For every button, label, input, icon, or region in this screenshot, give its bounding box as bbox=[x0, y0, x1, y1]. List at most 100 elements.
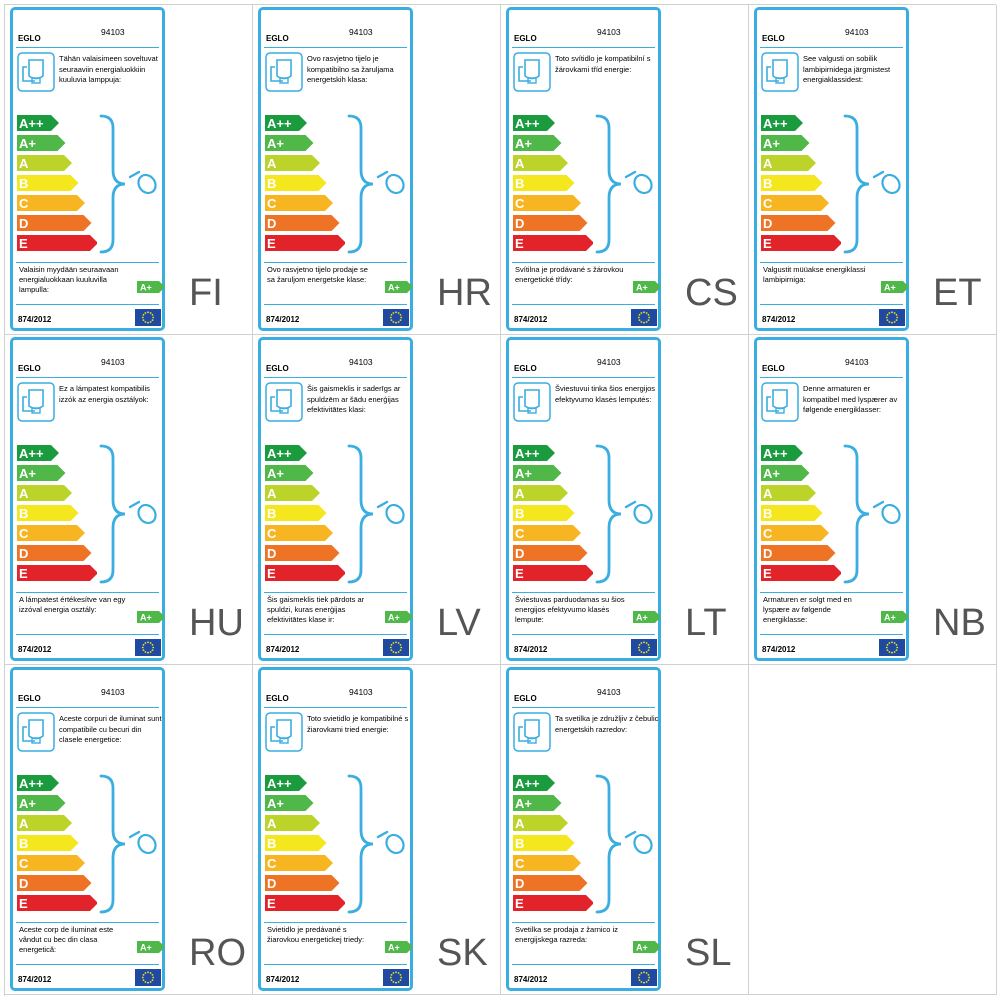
energy-class-letter: A+ bbox=[515, 466, 532, 481]
included-lamp-class: A+ bbox=[137, 281, 165, 293]
bracket-with-bulb bbox=[99, 774, 157, 914]
energy-class-bar: D bbox=[513, 545, 588, 561]
energy-class-bar: A bbox=[17, 155, 72, 171]
included-lamp-class: A+ bbox=[385, 611, 413, 623]
energy-class-bar: D bbox=[761, 545, 836, 561]
eu-flag-icon bbox=[135, 639, 161, 656]
regulation-number: 874/2012 bbox=[762, 315, 796, 324]
eu-flag-icon bbox=[383, 309, 409, 326]
energy-class-letter: C bbox=[763, 196, 773, 211]
included-lamp-class: A+ bbox=[633, 941, 661, 953]
divider bbox=[512, 964, 655, 965]
eu-flag-icon bbox=[135, 309, 161, 326]
energy-class-letter: C bbox=[763, 526, 773, 541]
model-number: 94103 bbox=[349, 687, 373, 697]
divider bbox=[16, 377, 159, 378]
energy-class-bar: B bbox=[17, 175, 79, 191]
label-cell: EGLO 94103 Aceste corpuri de iluminat su… bbox=[5, 665, 253, 995]
regulation-number: 874/2012 bbox=[514, 315, 548, 324]
energy-class-letter: E bbox=[267, 896, 276, 911]
included-lamp-class-text: A+ bbox=[636, 943, 648, 953]
energy-class-letter: B bbox=[267, 836, 276, 851]
energy-class-bar: C bbox=[761, 195, 829, 211]
energy-class-bar: D bbox=[513, 215, 588, 231]
sold-with-text: Svietidlo je predávané s žiarovkou energ… bbox=[267, 925, 365, 944]
energy-label: EGLO 94103 Aceste corpuri de iluminat su… bbox=[10, 667, 165, 991]
divider bbox=[512, 377, 655, 378]
energy-class-bar: B bbox=[265, 175, 327, 191]
compatibility-text: Šis gaismeklis ir saderīgs ar spuldzēm a… bbox=[307, 384, 401, 414]
included-lamp-class-text: A+ bbox=[636, 283, 648, 293]
energy-class-bar: A bbox=[513, 815, 568, 831]
energy-class-letter: A+ bbox=[267, 466, 284, 481]
energy-class-bar: A+ bbox=[265, 135, 314, 151]
energy-class-bar: A+ bbox=[513, 135, 562, 151]
energy-class-letter: B bbox=[515, 176, 524, 191]
energy-class-bar: E bbox=[513, 565, 593, 581]
energy-class-letter: A bbox=[267, 156, 277, 171]
energy-class-letter: A bbox=[267, 486, 277, 501]
energy-class-letter: C bbox=[19, 196, 29, 211]
label-cell: EGLO 94103 Ta svetilka je združljiv z če… bbox=[501, 665, 749, 995]
divider bbox=[512, 634, 655, 635]
lamp-icon bbox=[761, 382, 799, 422]
energy-class-bar: C bbox=[513, 525, 581, 541]
brand-name: EGLO bbox=[762, 364, 785, 373]
sold-with-text: Valgustit müüakse energiklassi lambipirn… bbox=[763, 265, 866, 284]
energy-class-letter: A bbox=[515, 816, 525, 831]
divider bbox=[16, 707, 159, 708]
lamp-icon bbox=[265, 382, 303, 422]
energy-label: EGLO 94103 Ta svetilka je združljiv z če… bbox=[506, 667, 661, 991]
energy-class-bar: B bbox=[513, 505, 575, 521]
model-number: 94103 bbox=[597, 27, 621, 37]
energy-class-bar: A+ bbox=[17, 465, 66, 481]
language-code: FI bbox=[189, 272, 223, 314]
lamp-icon bbox=[17, 382, 55, 422]
empty-cell bbox=[749, 665, 997, 995]
energy-class-letter: A bbox=[515, 486, 525, 501]
included-lamp-class: A+ bbox=[881, 281, 909, 293]
energy-class-letter: A+ bbox=[267, 136, 284, 151]
energy-label: EGLO 94103 Denne armaturen er kompatibel… bbox=[754, 337, 909, 661]
label-cell: EGLO 94103 See valgusti on sobilik lambi… bbox=[749, 5, 997, 335]
eu-flag-icon bbox=[631, 309, 657, 326]
energy-class-letter: A bbox=[19, 486, 29, 501]
energy-class-letter: A+ bbox=[19, 136, 36, 151]
bracket-with-bulb bbox=[99, 444, 157, 584]
brand-name: EGLO bbox=[18, 364, 41, 373]
energy-class-letter: A++ bbox=[515, 776, 540, 791]
energy-class-letter: A++ bbox=[19, 776, 44, 791]
divider bbox=[760, 592, 903, 593]
energy-label: EGLO 94103 Ez a lámpatest kompatibilis i… bbox=[10, 337, 165, 661]
energy-class-bar: D bbox=[761, 215, 836, 231]
energy-class-letter: D bbox=[267, 546, 276, 561]
sold-with-text: A lámpatest értékesítve van egy izzóval … bbox=[19, 595, 126, 614]
label-cell: EGLO 94103 Ez a lámpatest kompatibilis i… bbox=[5, 335, 253, 665]
divider bbox=[760, 634, 903, 635]
compatibility-text: Ta svetilka je združljiv z čebulic energ… bbox=[555, 714, 659, 734]
included-lamp-class: A+ bbox=[137, 611, 165, 623]
sold-with-text: Svetilka se prodaja z žarnico iz energij… bbox=[515, 925, 618, 944]
compatibility-text: Tähän valaisimeen soveltuvat seuraaviin … bbox=[59, 54, 158, 84]
energy-class-letter: C bbox=[267, 196, 277, 211]
energy-class-bar: E bbox=[513, 895, 593, 911]
included-lamp-class: A+ bbox=[881, 611, 909, 623]
bulb-icon bbox=[128, 170, 157, 195]
energy-class-bar: A+ bbox=[513, 465, 562, 481]
energy-class-bar: D bbox=[17, 875, 92, 891]
bulb-icon bbox=[376, 170, 405, 195]
energy-class-letter: C bbox=[515, 196, 525, 211]
regulation-number: 874/2012 bbox=[18, 975, 52, 984]
bracket-with-bulb bbox=[347, 114, 405, 254]
energy-class-letter: E bbox=[515, 896, 524, 911]
energy-class-letter: E bbox=[763, 236, 772, 251]
energy-class-bar: A bbox=[265, 485, 320, 501]
energy-class-letter: D bbox=[515, 546, 524, 561]
included-lamp-class: A+ bbox=[385, 281, 413, 293]
energy-class-bar: B bbox=[17, 835, 79, 851]
divider bbox=[264, 634, 407, 635]
energy-class-bar: A++ bbox=[513, 775, 555, 791]
energy-class-bar: A+ bbox=[265, 795, 314, 811]
